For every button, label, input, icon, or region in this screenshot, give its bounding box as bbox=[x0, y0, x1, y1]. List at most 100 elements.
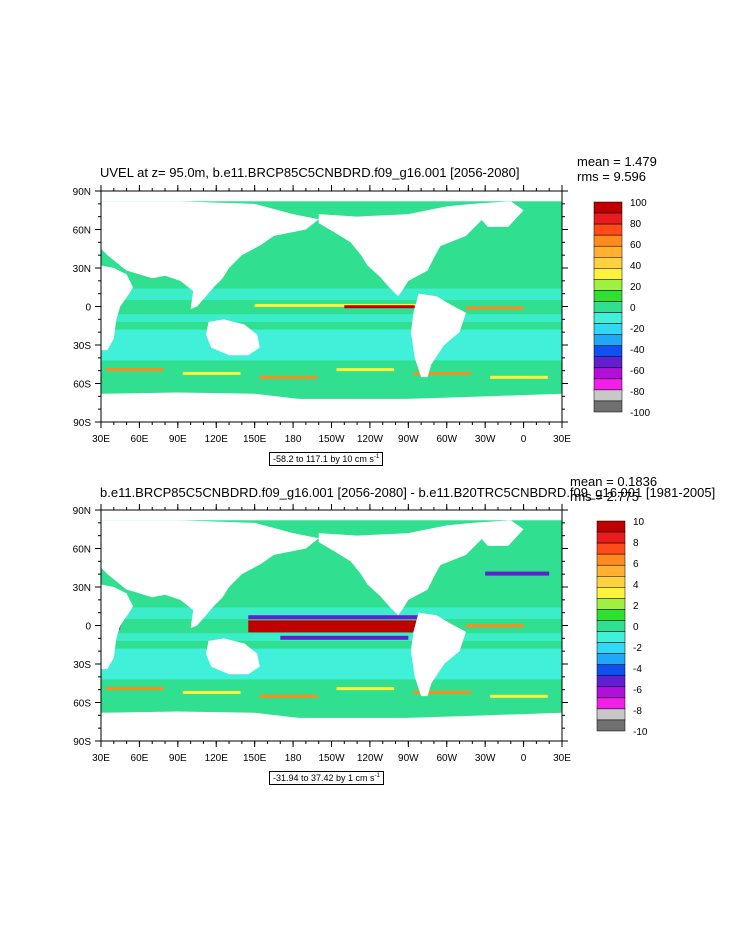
panel-2-land-2 bbox=[206, 638, 260, 675]
panel-2-north-negative-band bbox=[248, 615, 428, 620]
panel-2-lon-label: 180 bbox=[285, 753, 302, 764]
panel-1-acc-streak bbox=[182, 371, 241, 375]
panel-2-colorbar-swatch bbox=[596, 587, 626, 599]
panel-1-land-0 bbox=[94, 201, 319, 310]
panel-1-lon-label: 150E bbox=[243, 434, 267, 445]
panel-1-lon-label: 60W bbox=[436, 434, 457, 445]
panel-2-range-text: -31.94 to 37.42 by 1 cm s bbox=[273, 773, 375, 783]
panel-2-acc-streak bbox=[413, 690, 471, 694]
panel-1-colorbar-swatch bbox=[593, 301, 623, 313]
panel-2-colorbar-label: 4 bbox=[633, 580, 639, 591]
panel-1-colorbar-swatch bbox=[593, 223, 623, 236]
panel-2-colorbar-swatch bbox=[596, 653, 626, 665]
panel-1-colorbar-swatch bbox=[593, 245, 623, 258]
panel-2-colorbar-swatch bbox=[596, 664, 626, 676]
panel-1-colorbar-swatch bbox=[593, 378, 623, 391]
panel-2-mean: mean = 0.1836 bbox=[570, 474, 658, 489]
panel-2-colorbar-swatch bbox=[596, 675, 626, 688]
panel-2-lon-label: 150E bbox=[243, 753, 267, 764]
panel-2-acc-streak bbox=[490, 694, 548, 698]
panel-1-colorbar-label: 20 bbox=[630, 282, 642, 293]
panel-1-lat-label: 60N bbox=[73, 226, 91, 237]
panel-2-lon-label: 0 bbox=[521, 753, 527, 764]
panel-1-land-3 bbox=[318, 203, 486, 297]
panel-2-colorbar-label: -4 bbox=[633, 664, 642, 675]
panel-1-equatorial-jet-yellow bbox=[254, 303, 422, 307]
panel-2-acc-streak bbox=[182, 690, 241, 694]
panel-2-colorbar-label: 0 bbox=[633, 622, 639, 633]
panel-2-land-1 bbox=[39, 579, 134, 670]
panel-2-lat-label: 0 bbox=[85, 622, 91, 633]
panel-2-title: b.e11.BRCP85C5CNBDRD.f09_g16.001 [2056-2… bbox=[100, 485, 716, 500]
panel-1-lat-label: 90N bbox=[73, 187, 91, 198]
panel-2-lon-label: 30E bbox=[92, 753, 110, 764]
panel-2-rms: rms = 2.775 bbox=[570, 489, 640, 504]
panel-1-lon-label: 120W bbox=[357, 434, 384, 445]
panel-1-colorbar-label: 80 bbox=[630, 219, 642, 230]
panel-2-colorbar-label: -10 bbox=[633, 727, 648, 738]
panel-1-lon-label: 180 bbox=[285, 434, 302, 445]
panel-1-north-band bbox=[101, 288, 562, 301]
panel-2-lat-label: 30S bbox=[73, 660, 91, 671]
panel-1-acc-streak bbox=[259, 375, 318, 379]
panel-2-land-6 bbox=[101, 711, 562, 741]
panel-2-colorbar-swatch bbox=[596, 520, 626, 533]
panel-1-land-4 bbox=[472, 201, 524, 227]
panel-2-colorbar-swatch bbox=[596, 642, 626, 654]
panel-2-equatorial-jet-core bbox=[248, 620, 428, 633]
panel-2-lon-label: 60W bbox=[436, 753, 457, 764]
panel-2-colorbar-swatch bbox=[596, 576, 626, 588]
panel-1-lat-label: 0 bbox=[85, 303, 91, 314]
panel-1-colorbar-swatch bbox=[593, 268, 623, 280]
panel-2-colorbar-swatch bbox=[596, 531, 626, 544]
panel-1-lon-label: 30W bbox=[475, 434, 496, 445]
panel-1-mean: mean = 1.479 bbox=[577, 154, 657, 169]
panel-1-lon-label: 120E bbox=[205, 434, 229, 445]
panel-2-contour-range: -31.94 to 37.42 by 1 cm s-1 bbox=[269, 771, 384, 785]
panel-2-lat-label: 90S bbox=[73, 737, 91, 748]
panel-2-land-4 bbox=[472, 520, 524, 546]
panel-1-colorbar-swatch bbox=[593, 367, 623, 380]
panel-1-land-5 bbox=[410, 293, 466, 378]
panel-2-colorbar-swatch bbox=[596, 719, 626, 732]
panel-2-lat-label: 90N bbox=[73, 506, 91, 517]
panel-1-lat-label: 30S bbox=[73, 341, 91, 352]
panel-1-colorbar-swatch bbox=[593, 312, 623, 324]
panel-2-lon-label: 60E bbox=[131, 753, 149, 764]
panel-2-acc-streak bbox=[106, 687, 164, 691]
panel-2-land-5 bbox=[410, 612, 466, 697]
panel-2-lon-label: 120E bbox=[205, 753, 229, 764]
panel-2-lat-label: 60S bbox=[73, 699, 91, 710]
panel-2-lon-label: 30E bbox=[553, 753, 571, 764]
panel-1-lat-label: 60S bbox=[73, 380, 91, 391]
panel-2-gulf-stream bbox=[485, 571, 550, 576]
panel-1-land-6 bbox=[101, 392, 562, 422]
panel-2-range-unit: -1 bbox=[374, 773, 380, 779]
panel-2-colorbar-swatch bbox=[596, 686, 626, 699]
panel-2-southern-band bbox=[101, 648, 562, 680]
panel-1-colorbar-swatch bbox=[593, 400, 623, 413]
panel-1-acc-streak bbox=[106, 368, 164, 372]
panel-1-colorbar-swatch bbox=[593, 234, 623, 247]
panel-1-colorbar-label: -80 bbox=[630, 387, 645, 398]
panel-2-lon-label: 120W bbox=[357, 753, 384, 764]
panel-1-colorbar-label: 40 bbox=[630, 261, 642, 272]
panel-1-atlantic-jet bbox=[465, 306, 524, 310]
panel-1-land-1 bbox=[39, 260, 134, 351]
panel-1-lon-label: 0 bbox=[521, 434, 527, 445]
panel-1-acc-streak bbox=[336, 368, 395, 372]
panel-1-lon-label: 60E bbox=[131, 434, 149, 445]
panel-2-acc-streak bbox=[259, 694, 318, 698]
panel-1-land-2 bbox=[206, 319, 260, 356]
panel-1-range-text: -58.2 to 117.1 by 10 cm s bbox=[273, 454, 374, 464]
panel-1-southern-band bbox=[101, 329, 562, 361]
panel-1-colorbar-swatch bbox=[593, 212, 623, 225]
panel-1-colorbar-label: -20 bbox=[630, 324, 645, 335]
panel-2-colorbar-label: 10 bbox=[633, 517, 645, 528]
panel-2-colorbar-label: -8 bbox=[633, 706, 642, 717]
panel-1-range-unit: -1 bbox=[373, 454, 380, 460]
panel-1-colorbar-swatch bbox=[593, 290, 623, 302]
panel-2-colorbar-swatch bbox=[596, 620, 626, 632]
panel-1-equatorial-jet-core bbox=[344, 305, 415, 309]
panel-1-colorbar-label: -100 bbox=[630, 408, 650, 419]
